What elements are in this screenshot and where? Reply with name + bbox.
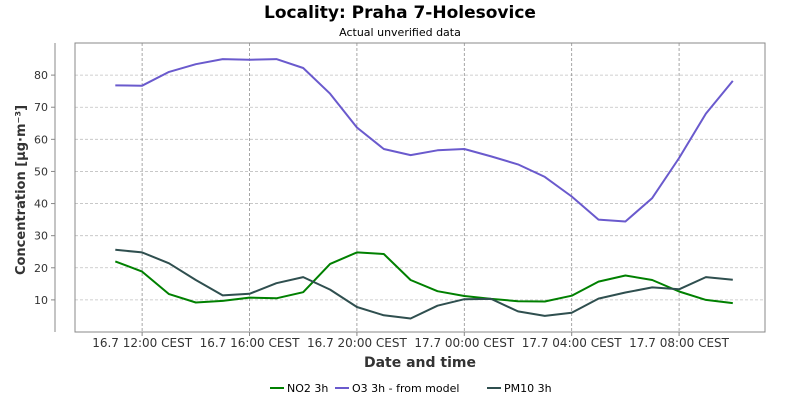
y-tick-label: 70 xyxy=(34,101,48,114)
legend-label: O3 3h - from model xyxy=(352,382,459,395)
series-layer xyxy=(114,58,734,320)
legend-label: PM10 3h xyxy=(504,382,552,395)
x-tick-label: 17.7 08:00 CEST xyxy=(629,336,730,350)
series-line-o3 xyxy=(115,58,734,223)
chart-title: Locality: Praha 7-Holesovice xyxy=(264,3,536,23)
series-line-pm10 xyxy=(115,248,733,320)
series-line-no2 xyxy=(114,251,733,305)
legend: NO2 3h O3 3h - from model PM10 3h xyxy=(270,382,552,395)
x-tick-label: 16.7 20:00 CEST xyxy=(307,336,408,350)
y-tick-label: 50 xyxy=(34,165,48,178)
x-tick-label: 16.7 16:00 CEST xyxy=(200,336,301,350)
x-tick-label: 16.7 12:00 CEST xyxy=(92,336,193,350)
chart-subtitle: Actual unverified data xyxy=(339,26,461,39)
grid xyxy=(75,43,765,332)
y-tick-label: 60 xyxy=(34,133,48,146)
y-tick-label: 40 xyxy=(34,198,48,211)
y-axis-label: Concentration [µg·m⁻³] xyxy=(14,105,29,275)
y-tick-label: 10 xyxy=(34,294,48,307)
x-tick-label: 17.7 00:00 CEST xyxy=(414,336,515,350)
x-axis-label: Date and time xyxy=(364,355,476,371)
y-tick-label: 80 xyxy=(34,69,48,82)
x-tick-label: 17.7 04:00 CEST xyxy=(522,336,623,350)
y-tick-label: 30 xyxy=(34,230,48,243)
y-tick-label: 20 xyxy=(34,262,48,275)
axes: 10 20 30 40 50 60 70 80 16.7 12:00 CEST 16.7 16:0… xyxy=(34,42,766,350)
legend-label: NO2 3h xyxy=(287,382,328,395)
plot-border xyxy=(74,42,766,333)
